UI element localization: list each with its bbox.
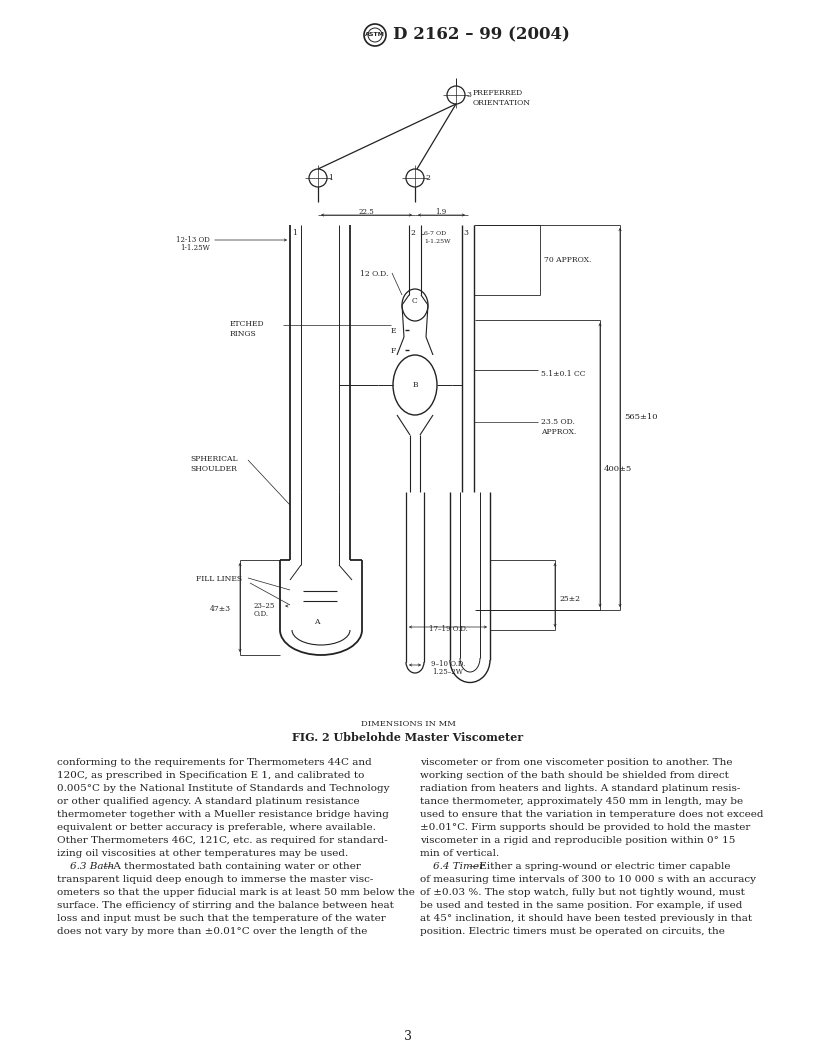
Text: radiation from heaters and lights. A standard platinum resis-: radiation from heaters and lights. A sta… bbox=[420, 784, 740, 793]
Text: E: E bbox=[391, 327, 397, 335]
Text: thermometer together with a Mueller resistance bridge having: thermometer together with a Mueller resi… bbox=[57, 810, 389, 819]
Text: B: B bbox=[412, 381, 418, 389]
Text: does not vary by more than ±0.01°C over the length of the: does not vary by more than ±0.01°C over … bbox=[57, 927, 367, 936]
Text: 9–10 O.D.: 9–10 O.D. bbox=[431, 660, 465, 668]
Text: transparent liquid deep enough to immerse the master visc-: transparent liquid deep enough to immers… bbox=[57, 875, 374, 884]
Text: loss and input must be such that the temperature of the water: loss and input must be such that the tem… bbox=[57, 914, 386, 923]
Text: 0.005°C by the National Institute of Standards and Technology: 0.005°C by the National Institute of Sta… bbox=[57, 784, 389, 793]
Text: 2: 2 bbox=[410, 229, 415, 237]
Text: FIG. 2 Ubbelohde Master Viscometer: FIG. 2 Ubbelohde Master Viscometer bbox=[292, 732, 524, 743]
Text: 3: 3 bbox=[466, 91, 471, 99]
Text: SHOULDER: SHOULDER bbox=[190, 465, 237, 473]
Text: 1-1.25W: 1-1.25W bbox=[424, 239, 450, 244]
Text: izing oil viscosities at other temperatures may be used.: izing oil viscosities at other temperatu… bbox=[57, 849, 348, 857]
Text: FILL LINES: FILL LINES bbox=[196, 576, 242, 583]
Text: 1-1.25W: 1-1.25W bbox=[180, 244, 210, 252]
Text: APPROX.: APPROX. bbox=[541, 428, 576, 436]
Text: SPHERICAL: SPHERICAL bbox=[190, 455, 237, 463]
Text: 1: 1 bbox=[292, 229, 297, 237]
Text: 3: 3 bbox=[463, 229, 468, 237]
Text: 23.5 OD.: 23.5 OD. bbox=[541, 418, 575, 426]
Text: used to ensure that the variation in temperature does not exceed: used to ensure that the variation in tem… bbox=[420, 810, 764, 819]
Text: or other qualified agency. A standard platinum resistance: or other qualified agency. A standard pl… bbox=[57, 797, 360, 806]
Text: working section of the bath should be shielded from direct: working section of the bath should be sh… bbox=[420, 771, 729, 780]
Text: ETCHED: ETCHED bbox=[230, 320, 264, 328]
Text: 22.5: 22.5 bbox=[358, 208, 374, 216]
Text: of measuring time intervals of 300 to 10 000 s with an accuracy: of measuring time intervals of 300 to 10… bbox=[420, 875, 756, 884]
Text: F: F bbox=[391, 347, 397, 355]
Text: at 45° inclination, it should have been tested previously in that: at 45° inclination, it should have been … bbox=[420, 914, 752, 923]
Text: 5.1±0.1 CC: 5.1±0.1 CC bbox=[541, 370, 586, 378]
Text: ±0.01°C. Firm supports should be provided to hold the master: ±0.01°C. Firm supports should be provide… bbox=[420, 823, 751, 832]
Text: 6-7 OD: 6-7 OD bbox=[424, 231, 446, 235]
Text: of ±0.03 %. The stop watch, fully but not tightly wound, must: of ±0.03 %. The stop watch, fully but no… bbox=[420, 888, 745, 897]
Text: 6.4 Timer: 6.4 Timer bbox=[420, 862, 484, 871]
Text: 3: 3 bbox=[404, 1030, 412, 1043]
Text: 1: 1 bbox=[328, 174, 333, 182]
Text: 12-13 OD: 12-13 OD bbox=[176, 235, 210, 244]
Text: 70 APPROX.: 70 APPROX. bbox=[544, 256, 592, 264]
Text: viscometer in a rigid and reproducible position within 0° 15: viscometer in a rigid and reproducible p… bbox=[420, 836, 735, 845]
Text: 120C, as prescribed in Specification E 1, and calibrated to: 120C, as prescribed in Specification E 1… bbox=[57, 771, 365, 780]
Text: 565±10: 565±10 bbox=[624, 413, 658, 421]
Text: surface. The efficiency of stirring and the balance between heat: surface. The efficiency of stirring and … bbox=[57, 901, 394, 910]
Text: min of vertical.: min of vertical. bbox=[420, 849, 499, 857]
Text: 400±5: 400±5 bbox=[604, 465, 632, 473]
Text: —Either a spring-wound or electric timer capable: —Either a spring-wound or electric timer… bbox=[469, 862, 731, 871]
Text: 23–25: 23–25 bbox=[254, 602, 275, 610]
Text: ometers so that the upper fiducial mark is at least 50 mm below the: ometers so that the upper fiducial mark … bbox=[57, 888, 415, 897]
Text: O.D.: O.D. bbox=[254, 610, 269, 618]
Text: 25±2: 25±2 bbox=[559, 595, 580, 603]
Text: viscometer or from one viscometer position to another. The: viscometer or from one viscometer positi… bbox=[420, 758, 733, 767]
Text: 2: 2 bbox=[425, 174, 430, 182]
Text: ORIENTATION: ORIENTATION bbox=[473, 99, 531, 107]
Text: 6.3 Bath: 6.3 Bath bbox=[57, 862, 114, 871]
Text: position. Electric timers must be operated on circuits, the: position. Electric timers must be operat… bbox=[420, 927, 725, 936]
Text: ASTM: ASTM bbox=[365, 33, 385, 38]
Text: A: A bbox=[314, 618, 320, 626]
Text: —A thermostated bath containing water or other: —A thermostated bath containing water or… bbox=[103, 862, 361, 871]
Text: DIMENSIONS IN MM: DIMENSIONS IN MM bbox=[361, 720, 455, 728]
Text: 17–19 O.D.: 17–19 O.D. bbox=[428, 625, 468, 633]
Text: 1.9: 1.9 bbox=[436, 208, 446, 216]
Text: 12 O.D.: 12 O.D. bbox=[360, 270, 388, 278]
Text: D 2162 – 99 (2004): D 2162 – 99 (2004) bbox=[393, 26, 570, 43]
Text: equivalent or better accuracy is preferable, where available.: equivalent or better accuracy is prefera… bbox=[57, 823, 376, 832]
Text: be used and tested in the same position. For example, if used: be used and tested in the same position.… bbox=[420, 901, 743, 910]
Text: RINGS: RINGS bbox=[230, 329, 257, 338]
Text: conforming to the requirements for Thermometers 44C and: conforming to the requirements for Therm… bbox=[57, 758, 372, 767]
Text: Other Thermometers 46C, 121C, etc. as required for standard-: Other Thermometers 46C, 121C, etc. as re… bbox=[57, 836, 388, 845]
Text: 1.25–2W: 1.25–2W bbox=[432, 668, 463, 676]
Text: C: C bbox=[412, 297, 418, 305]
Text: tance thermometer, approximately 450 mm in length, may be: tance thermometer, approximately 450 mm … bbox=[420, 797, 743, 806]
Text: PREFERRED: PREFERRED bbox=[473, 89, 523, 97]
Text: 47±3: 47±3 bbox=[210, 605, 231, 612]
